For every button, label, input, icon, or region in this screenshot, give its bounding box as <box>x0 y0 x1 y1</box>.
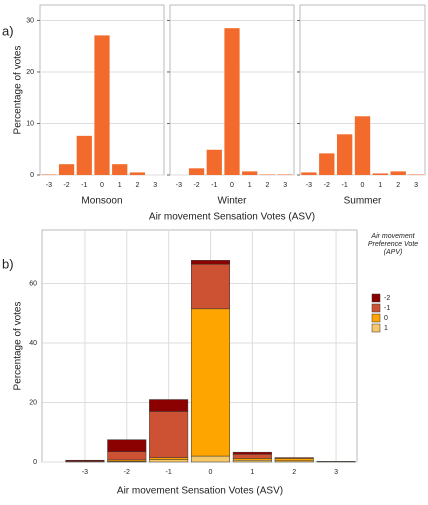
x-axis-title: Air movement Sensation Votes (ASV) <box>117 486 283 497</box>
y-tick-label: 20 <box>26 69 34 76</box>
x-tick-label: -3 <box>46 182 52 189</box>
bar-segment <box>275 458 314 459</box>
bar <box>224 28 239 175</box>
x-axis-title: Air movement Sensation Votes (ASV) <box>149 212 315 223</box>
legend-swatch <box>372 294 380 302</box>
x-tick-label: 0 <box>230 182 234 189</box>
bar-segment <box>233 454 272 458</box>
bar <box>301 172 316 175</box>
panel-subtitle: Monsoon <box>81 196 122 207</box>
bar <box>41 174 56 175</box>
bar <box>59 164 74 175</box>
y-tick-label: 60 <box>29 280 37 287</box>
y-axis-title: Percentage of votes <box>13 46 24 135</box>
x-tick-label: 2 <box>292 469 296 476</box>
bar-segment <box>149 400 188 412</box>
x-tick-label: -2 <box>324 182 330 189</box>
y-axis-title: Percentage of votes <box>13 302 24 391</box>
bar <box>112 164 127 175</box>
x-tick-label: -2 <box>124 469 130 476</box>
bar <box>337 134 352 175</box>
x-tick-label: -2 <box>193 182 199 189</box>
x-tick-label: -3 <box>82 469 88 476</box>
bar-segment <box>191 456 230 462</box>
y-tick-label: 0 <box>33 459 37 466</box>
x-tick-label: 1 <box>378 182 382 189</box>
bar-segment <box>149 460 188 462</box>
bar <box>242 171 257 175</box>
x-tick-label: 2 <box>265 182 269 189</box>
x-tick-label: 0 <box>361 182 365 189</box>
bar-segment <box>191 264 230 309</box>
bar <box>391 171 406 175</box>
bar-segment <box>233 460 272 462</box>
bar <box>319 153 334 175</box>
x-tick-label: 1 <box>250 469 254 476</box>
bar <box>207 150 222 175</box>
bar-segment <box>108 440 147 452</box>
y-tick-label: 40 <box>29 340 37 347</box>
bar <box>94 35 109 175</box>
bar <box>355 116 370 175</box>
x-tick-label: 3 <box>153 182 157 189</box>
legend-label: -2 <box>384 295 390 302</box>
x-tick-label: -1 <box>211 182 217 189</box>
bar-segment <box>191 309 230 456</box>
x-tick-label: 1 <box>248 182 252 189</box>
bar <box>408 174 423 175</box>
bar-segment <box>233 452 272 454</box>
legend-title: Air movement Preference Vote (APV) <box>362 233 424 257</box>
x-tick-label: 1 <box>118 182 122 189</box>
x-tick-label: -3 <box>306 182 312 189</box>
bar-segment <box>149 411 188 457</box>
bar-segment <box>149 458 188 460</box>
panel-subtitle: Summer <box>344 196 382 207</box>
y-tick-label: 20 <box>29 399 37 406</box>
bar <box>373 173 388 175</box>
x-tick-label: 3 <box>334 469 338 476</box>
x-tick-label: 2 <box>135 182 139 189</box>
x-tick-label: 0 <box>209 469 213 476</box>
legend-swatch <box>372 324 380 332</box>
bar-segment <box>108 452 147 460</box>
legend-label: 0 <box>384 315 388 322</box>
bar <box>189 168 204 175</box>
legend-label: -1 <box>384 305 390 312</box>
panel-label: a) <box>2 23 14 38</box>
bar-segment <box>66 460 105 461</box>
bar-segment <box>191 260 230 264</box>
x-tick-label: 3 <box>283 182 287 189</box>
x-tick-label: -1 <box>342 182 348 189</box>
bar-segment <box>233 458 272 460</box>
y-tick-label: 30 <box>26 17 34 24</box>
x-tick-label: 0 <box>100 182 104 189</box>
legend-swatch <box>372 314 380 322</box>
x-tick-label: 3 <box>414 182 418 189</box>
bar <box>278 174 293 175</box>
x-tick-label: -1 <box>166 469 172 476</box>
legend-label: 1 <box>384 325 388 332</box>
legend-swatch <box>372 304 380 312</box>
panel-subtitle: Winter <box>218 196 248 207</box>
panel-label: b) <box>2 256 14 271</box>
x-tick-label: -2 <box>63 182 69 189</box>
y-tick-label: 0 <box>30 172 34 179</box>
x-tick-label: 2 <box>396 182 400 189</box>
x-tick-label: -3 <box>176 182 182 189</box>
y-tick-label: 10 <box>26 120 34 127</box>
x-tick-label: -1 <box>81 182 87 189</box>
bar <box>77 136 92 175</box>
bar <box>260 174 275 175</box>
bar <box>130 172 145 175</box>
bar-segment <box>275 458 314 460</box>
